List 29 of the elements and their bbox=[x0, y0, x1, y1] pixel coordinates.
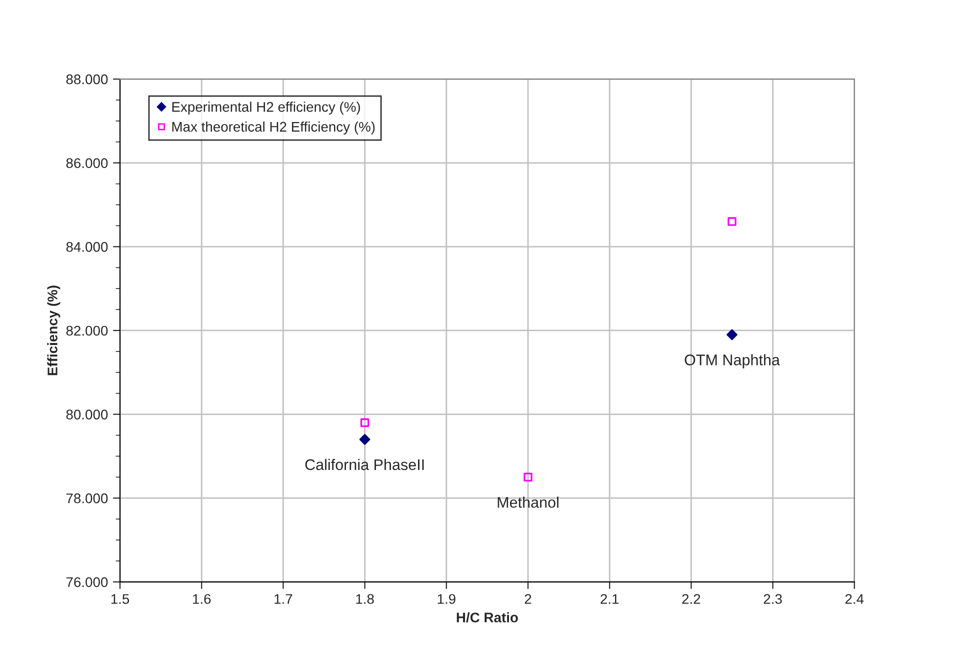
x-tick-label: 2.3 bbox=[764, 594, 782, 604]
x-tick-label: 2.4 bbox=[845, 594, 864, 604]
x-tick-label: 2.2 bbox=[682, 594, 700, 604]
y-tick-label: 84.000 bbox=[66, 242, 108, 252]
x-axis-title: H/C Ratio bbox=[456, 612, 518, 623]
y-axis-title: Efficiency (%) bbox=[47, 286, 60, 376]
x-tick-label: 1.7 bbox=[274, 594, 292, 604]
x-tick-label: 2 bbox=[524, 594, 532, 604]
point bbox=[360, 418, 370, 428]
y-tick-label: 76.000 bbox=[66, 577, 108, 588]
point bbox=[728, 217, 736, 226]
y-tick-label: 82.000 bbox=[66, 326, 108, 336]
x-tick-label: 2.1 bbox=[600, 594, 619, 604]
y-tick-label: 80.000 bbox=[66, 410, 108, 420]
legend-label: Max theoretical H2 Efficiency (%) bbox=[172, 122, 375, 134]
y-tick-label: 88.000 bbox=[66, 74, 108, 84]
x-tick-label: 1.5 bbox=[111, 594, 130, 604]
annotation: OTM Naphtha bbox=[684, 354, 780, 368]
point bbox=[359, 434, 370, 445]
y-tick-label: 78.000 bbox=[66, 493, 108, 504]
y-tick-label: 86.000 bbox=[66, 158, 108, 168]
annotation: Methanol bbox=[498, 496, 558, 508]
point bbox=[524, 472, 532, 482]
annotation: California PhaseII bbox=[305, 458, 424, 470]
legend-label: Experimental H2 efficiency (%) bbox=[172, 102, 360, 115]
x-tick-label: 1.9 bbox=[438, 594, 456, 604]
point bbox=[726, 329, 738, 340]
x-tick-label: 1.8 bbox=[356, 594, 374, 604]
x-tick-label: 1.6 bbox=[193, 594, 211, 604]
